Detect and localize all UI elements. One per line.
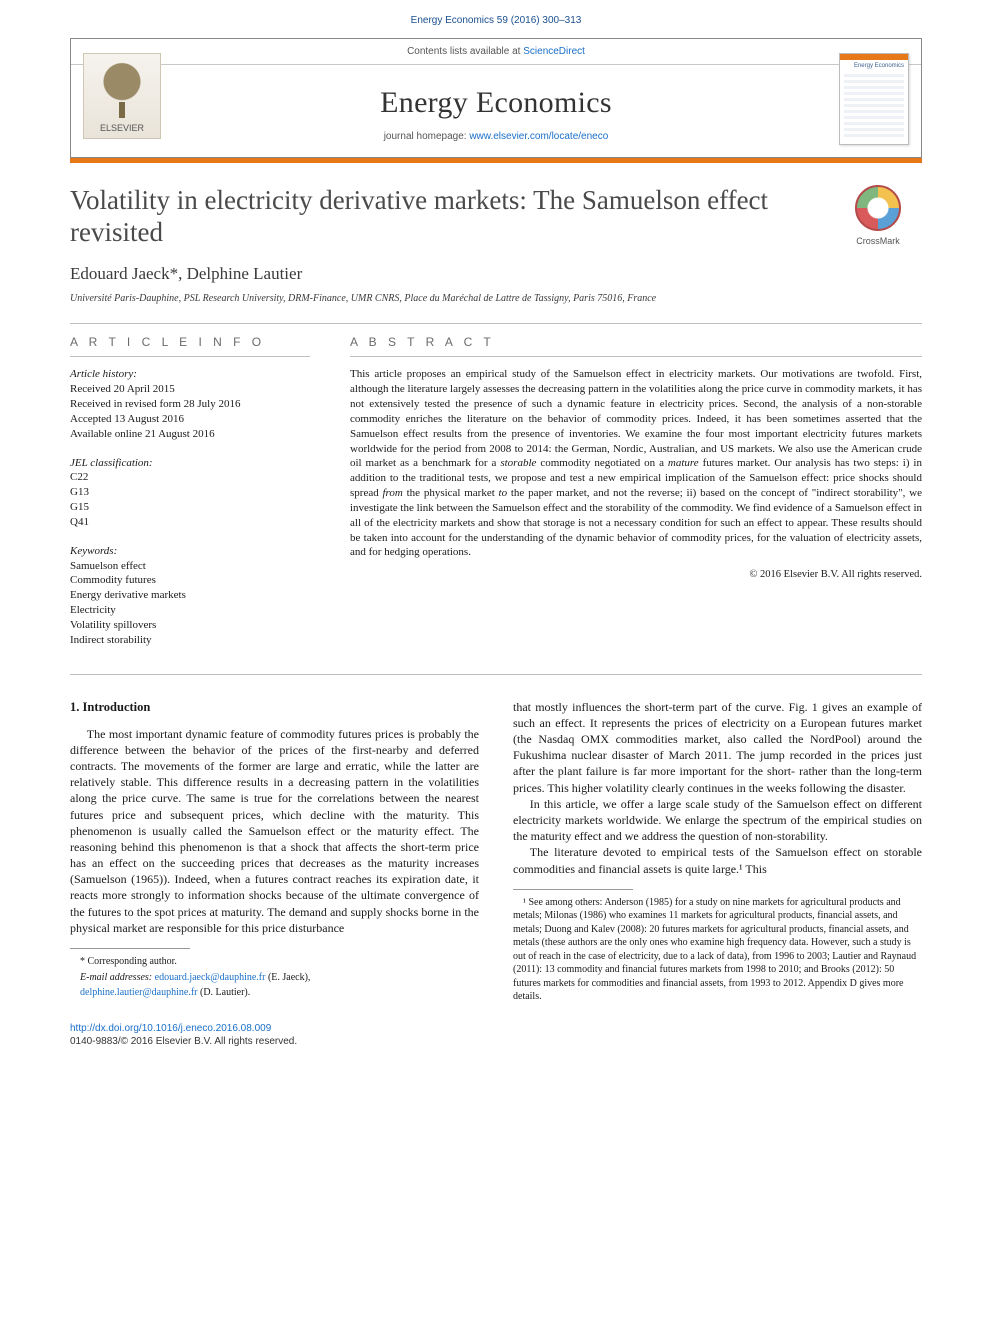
abs-run: commodity negotiated on a <box>536 457 668 469</box>
crossmark-badge[interactable]: CrossMark <box>834 185 922 247</box>
jel-code: G15 <box>70 500 310 515</box>
abs-ital: storable <box>500 457 536 469</box>
article-info-heading: A R T I C L E I N F O <box>70 334 310 357</box>
section-heading: 1. Introduction <box>70 699 479 716</box>
author-email-link[interactable]: edouard.jaeck@dauphine.fr <box>155 972 266 983</box>
abs-ital: mature <box>668 457 699 469</box>
abstract-heading: A B S T R A C T <box>350 334 922 357</box>
article-info-column: A R T I C L E I N F O Article history: R… <box>70 324 310 674</box>
cover-title: Energy Economics <box>840 60 908 72</box>
keyword: Samuelson effect <box>70 559 310 574</box>
body-paragraph: that mostly influences the short-term pa… <box>513 699 922 796</box>
email-label: E-mail addresses: <box>80 972 152 983</box>
jel-label: JEL classification: <box>70 456 310 471</box>
corresponding-author: * Corresponding author. <box>70 955 479 969</box>
author-email-link[interactable]: delphine.lautier@dauphine.fr <box>80 987 198 998</box>
sciencedirect-link[interactable]: ScienceDirect <box>523 46 585 57</box>
author-email-name: (E. Jaeck), <box>268 972 310 983</box>
body-paragraph: In this article, we offer a large scale … <box>513 796 922 845</box>
publisher-logo: ELSEVIER <box>83 53 161 139</box>
homepage-prefix: journal homepage: <box>384 131 470 142</box>
jel-code: Q41 <box>70 515 310 530</box>
journal-header: ELSEVIER Energy Economics Contents lists… <box>70 38 922 159</box>
cover-body <box>844 74 904 140</box>
keyword: Energy derivative markets <box>70 588 310 603</box>
body-paragraph: The most important dynamic feature of co… <box>70 726 479 936</box>
footnote-1: ¹ See among others: Anderson (1985) for … <box>513 896 922 1004</box>
keywords: Keywords: Samuelson effect Commodity fut… <box>70 544 310 648</box>
footnote-rule <box>513 889 633 890</box>
crossmark-icon <box>855 185 901 231</box>
abs-run: the physical market <box>403 487 499 499</box>
email-addresses-2: delphine.lautier@dauphine.fr (D. Lautier… <box>70 986 479 1000</box>
body-paragraph: The literature devoted to empirical test… <box>513 844 922 876</box>
abstract-text: This article proposes an empirical study… <box>350 367 922 560</box>
history-line: Accepted 13 August 2016 <box>70 412 310 427</box>
history-line: Received 20 April 2015 <box>70 382 310 397</box>
homepage-line: journal homepage: www.elsevier.com/locat… <box>71 128 921 158</box>
keyword: Indirect storability <box>70 633 310 648</box>
footnote-rule <box>70 948 190 949</box>
homepage-link[interactable]: www.elsevier.com/locate/eneco <box>469 131 608 142</box>
author-email-name: (D. Lautier). <box>200 987 250 998</box>
abstract-copyright: © 2016 Elsevier B.V. All rights reserved… <box>350 568 922 582</box>
keyword: Commodity futures <box>70 573 310 588</box>
crossmark-label: CrossMark <box>856 236 900 246</box>
journal-reference: Energy Economics 59 (2016) 300–313 <box>0 0 992 38</box>
abs-ital: from <box>382 487 402 499</box>
journal-name: Energy Economics <box>211 83 781 124</box>
history-label: Article history: <box>70 367 310 382</box>
contents-prefix: Contents lists available at <box>407 46 523 57</box>
abs-run: This article proposes an empirical study… <box>350 368 922 469</box>
reference-footnote: ¹ See among others: Anderson (1985) for … <box>513 896 922 1004</box>
article-title: Volatility in electricity derivative mar… <box>70 185 816 249</box>
issn-copyright: 0140-9883/© 2016 Elsevier B.V. All right… <box>70 1036 297 1047</box>
body-two-columns: 1. Introduction The most important dynam… <box>70 699 922 1006</box>
email-addresses: E-mail addresses: edouard.jaeck@dauphine… <box>70 971 479 985</box>
journal-cover-thumbnail: Energy Economics <box>839 53 909 145</box>
keyword: Electricity <box>70 603 310 618</box>
history-line: Received in revised form 28 July 2016 <box>70 397 310 412</box>
author-footnotes: * Corresponding author. E-mail addresses… <box>70 955 479 1000</box>
jel-code: C22 <box>70 470 310 485</box>
abstract-column: A B S T R A C T This article proposes an… <box>350 324 922 674</box>
contents-line: Contents lists available at ScienceDirec… <box>71 39 921 66</box>
abs-ital: to <box>499 487 508 499</box>
keywords-label: Keywords: <box>70 544 310 559</box>
doi-link[interactable]: http://dx.doi.org/10.1016/j.eneco.2016.0… <box>70 1023 271 1034</box>
history-line: Available online 21 August 2016 <box>70 427 310 442</box>
keyword: Volatility spillovers <box>70 618 310 633</box>
publisher-logo-label: ELSEVIER <box>100 122 144 134</box>
affiliation: Université Paris-Dauphine, PSL Research … <box>70 292 816 306</box>
tree-icon <box>98 62 146 118</box>
jel-classification: JEL classification: C22 G13 G15 Q41 <box>70 456 310 530</box>
jel-code: G13 <box>70 485 310 500</box>
authors: Edouard Jaeck*, Delphine Lautier <box>70 263 816 286</box>
article-history: Article history: Received 20 April 2015 … <box>70 367 310 441</box>
page-footer: http://dx.doi.org/10.1016/j.eneco.2016.0… <box>0 1006 992 1067</box>
